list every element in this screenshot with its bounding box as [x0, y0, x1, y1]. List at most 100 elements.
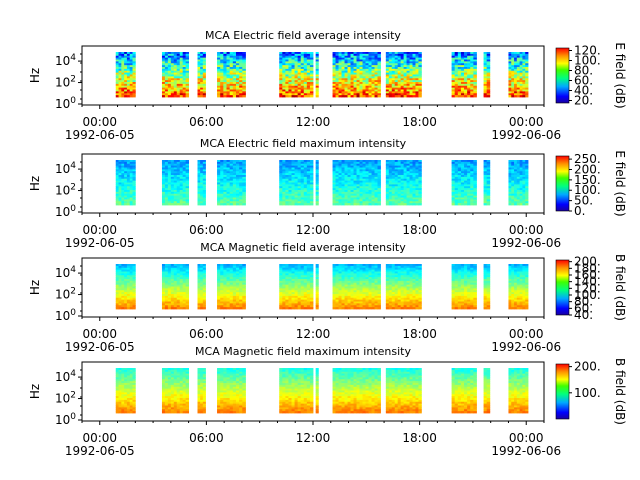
heatmap-cell: [418, 85, 422, 89]
heatmap-cell: [126, 180, 131, 183]
heatmap-cell: [167, 294, 172, 297]
heatmap-cell: [483, 175, 488, 178]
heatmap-cell: [161, 180, 166, 183]
heatmap-cell: [279, 165, 283, 168]
heatmap-cell: [173, 53, 178, 57]
heatmap-cell: [338, 171, 342, 174]
heatmap-cell: [236, 195, 240, 198]
heatmap-cell: [306, 180, 311, 183]
heatmap-cell: [223, 67, 227, 70]
heatmap-cell: [514, 160, 518, 163]
heatmap-cell: [362, 87, 366, 90]
heatmap-cell: [282, 67, 286, 70]
heatmap-cell: [391, 91, 396, 94]
heatmap-cell: [288, 295, 292, 299]
heatmap-cell: [217, 201, 221, 204]
heatmap-cell: [454, 193, 459, 197]
heatmap-cell: [516, 80, 521, 83]
heatmap-cell: [511, 180, 515, 183]
heatmap-cell: [400, 82, 405, 85]
heatmap-cell: [412, 87, 416, 90]
heatmap-cell: [362, 199, 366, 202]
heatmap-cell: [397, 89, 402, 92]
heatmap-cell: [229, 193, 234, 197]
heatmap-cell: [365, 178, 369, 182]
heatmap-cell: [220, 182, 224, 185]
heatmap-cell: [291, 186, 295, 189]
heatmap-cell: [365, 167, 369, 170]
heatmap-cell: [341, 173, 345, 176]
heatmap-cell: [161, 301, 166, 304]
heatmap-cell: [229, 91, 234, 94]
heatmap-cell: [236, 201, 240, 204]
heatmap-cell: [297, 203, 302, 206]
heatmap-cell: [236, 175, 240, 178]
heatmap-cell: [335, 167, 339, 170]
heatmap-cell: [409, 83, 413, 87]
heatmap-cell: [239, 190, 243, 193]
heatmap-cell: [306, 83, 311, 87]
heatmap-cell: [282, 190, 286, 193]
heatmap-cell: [200, 292, 204, 295]
heatmap-cell: [525, 76, 529, 79]
heatmap-cell: [164, 264, 169, 267]
heatmap-cell: [179, 279, 184, 282]
heatmap-cell: [232, 188, 237, 191]
heatmap-cell: [460, 85, 465, 89]
heatmap-cell: [418, 70, 422, 74]
heatmap-cell: [508, 55, 512, 59]
heatmap-cell: [239, 178, 243, 182]
heatmap-cell: [335, 91, 339, 94]
heatmap-cell: [236, 67, 240, 70]
heatmap-cell: [467, 57, 471, 60]
heatmap-cell: [202, 171, 206, 174]
heatmap-cell: [226, 191, 231, 195]
heatmap-cell: [173, 178, 178, 182]
heatmap-cell: [519, 173, 523, 176]
heatmap-cell: [167, 80, 172, 83]
heatmap-cell: [170, 161, 175, 165]
heatmap-cell: [486, 95, 491, 98]
heatmap-cell: [338, 83, 342, 87]
heatmap-cell: [415, 70, 419, 74]
heatmap-cell: [457, 83, 462, 87]
heatmap-cell: [451, 193, 456, 197]
heatmap-cell: [291, 294, 295, 297]
heatmap-cell: [451, 184, 456, 187]
heatmap-cell: [185, 271, 190, 274]
heatmap-cell: [229, 269, 234, 272]
heatmap-cell: [217, 70, 221, 74]
heatmap-cell: [185, 288, 190, 291]
heatmap-cell: [173, 184, 178, 187]
heatmap-cell: [467, 78, 471, 81]
heatmap-cell: [118, 199, 122, 202]
heatmap-cell: [365, 61, 369, 64]
heatmap-cell: [291, 70, 295, 74]
heatmap-cell: [164, 163, 169, 167]
heatmap-cell: [374, 195, 378, 198]
heatmap-cell: [124, 85, 128, 89]
heatmap-cell: [522, 201, 526, 204]
heatmap-cell: [121, 299, 125, 302]
heatmap-cell: [525, 178, 529, 182]
heatmap-cell: [126, 160, 131, 163]
heatmap-cell: [121, 295, 125, 299]
heatmap-cell: [121, 55, 125, 59]
heatmap-cell: [525, 171, 529, 174]
heatmap-cell: [285, 167, 289, 170]
heatmap-cell: [362, 169, 366, 172]
heatmap-cell: [418, 78, 422, 81]
heatmap-cell: [303, 59, 308, 62]
heatmap-cell: [129, 74, 133, 77]
heatmap-cell: [406, 82, 410, 85]
heatmap-cell: [315, 63, 319, 66]
heatmap-cell: [197, 195, 201, 198]
heatmap-cell: [359, 78, 363, 81]
heatmap-cell: [415, 65, 419, 68]
heatmap-cell: [242, 95, 246, 98]
heatmap-cell: [167, 169, 172, 172]
heatmap-cell: [470, 191, 474, 195]
heatmap-cell: [167, 163, 172, 167]
heatmap-cell: [309, 186, 314, 189]
heatmap-cell: [197, 173, 201, 176]
